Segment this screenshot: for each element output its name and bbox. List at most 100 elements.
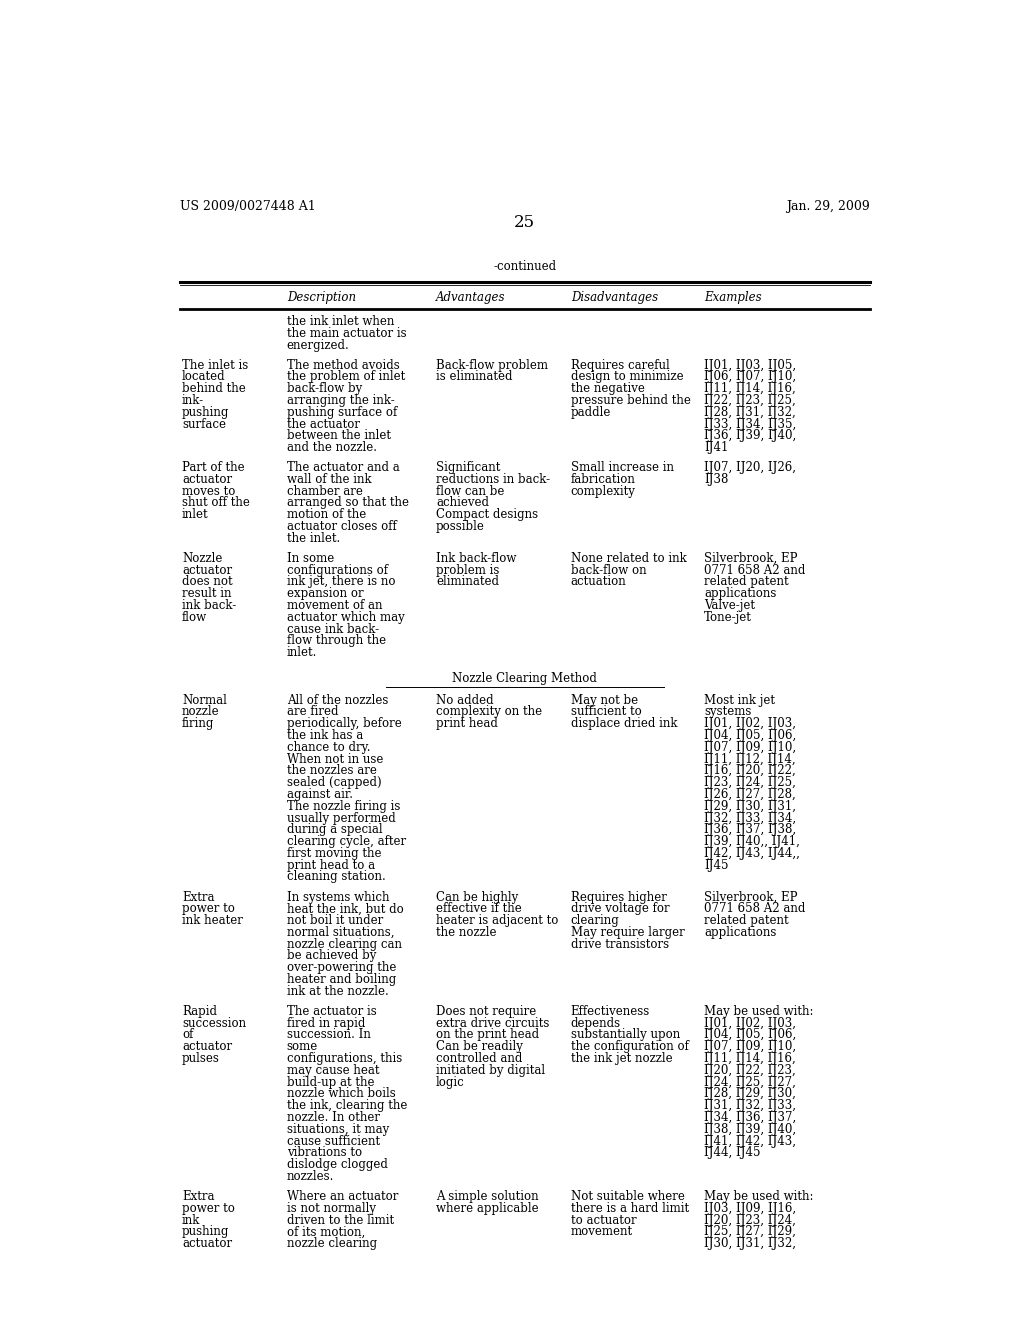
Text: wall of the ink: wall of the ink (287, 473, 372, 486)
Text: fired in rapid: fired in rapid (287, 1016, 366, 1030)
Text: IJ07, IJ09, IJ10,: IJ07, IJ09, IJ10, (705, 1040, 797, 1053)
Text: problem is: problem is (436, 564, 500, 577)
Text: against air.: against air. (287, 788, 352, 801)
Text: the configuration of: the configuration of (570, 1040, 689, 1053)
Text: Normal: Normal (182, 693, 227, 706)
Text: IJ32, IJ33, IJ34,: IJ32, IJ33, IJ34, (705, 812, 797, 825)
Text: paddle: paddle (570, 405, 611, 418)
Text: nozzle clearing can: nozzle clearing can (287, 937, 401, 950)
Text: IJ45: IJ45 (705, 859, 729, 871)
Text: actuator: actuator (182, 1237, 232, 1250)
Text: clearing: clearing (570, 915, 620, 927)
Text: related patent: related patent (705, 915, 788, 927)
Text: the negative: the negative (570, 381, 645, 395)
Text: power to: power to (182, 1201, 234, 1214)
Text: IJ29, IJ30, IJ31,: IJ29, IJ30, IJ31, (705, 800, 796, 813)
Text: Part of the: Part of the (182, 461, 245, 474)
Text: Where an actuator: Where an actuator (287, 1191, 398, 1203)
Text: IJ33, IJ34, IJ35,: IJ33, IJ34, IJ35, (705, 417, 797, 430)
Text: surface: surface (182, 417, 226, 430)
Text: logic: logic (436, 1076, 465, 1089)
Text: between the inlet: between the inlet (287, 429, 391, 442)
Text: nozzles.: nozzles. (287, 1170, 334, 1183)
Text: actuation: actuation (570, 576, 627, 589)
Text: the ink, clearing the: the ink, clearing the (287, 1100, 408, 1113)
Text: result in: result in (182, 587, 231, 601)
Text: Rapid: Rapid (182, 1005, 217, 1018)
Text: nozzle: nozzle (182, 705, 219, 718)
Text: there is a hard limit: there is a hard limit (570, 1201, 689, 1214)
Text: IJ07, IJ09, IJ10,: IJ07, IJ09, IJ10, (705, 741, 797, 754)
Text: IJ28, IJ31, IJ32,: IJ28, IJ31, IJ32, (705, 405, 796, 418)
Text: power to: power to (182, 903, 234, 915)
Text: ink-: ink- (182, 393, 204, 407)
Text: inlet.: inlet. (287, 647, 317, 659)
Text: In some: In some (287, 552, 334, 565)
Text: the problem of inlet: the problem of inlet (287, 371, 404, 383)
Text: be achieved by: be achieved by (287, 949, 376, 962)
Text: Examples: Examples (705, 290, 762, 304)
Text: IJ20, IJ22, IJ23,: IJ20, IJ22, IJ23, (705, 1064, 796, 1077)
Text: Extra: Extra (182, 891, 214, 903)
Text: are fired: are fired (287, 705, 338, 718)
Text: controlled and: controlled and (436, 1052, 522, 1065)
Text: May be used with:: May be used with: (705, 1191, 814, 1203)
Text: IJ31, IJ32, IJ33,: IJ31, IJ32, IJ33, (705, 1100, 796, 1113)
Text: related patent: related patent (705, 576, 788, 589)
Text: IJ41, IJ42, IJ43,: IJ41, IJ42, IJ43, (705, 1135, 796, 1147)
Text: vibrations to: vibrations to (287, 1146, 361, 1159)
Text: Not suitable where: Not suitable where (570, 1191, 685, 1203)
Text: moves to: moves to (182, 484, 236, 498)
Text: IJ28, IJ29, IJ30,: IJ28, IJ29, IJ30, (705, 1088, 796, 1101)
Text: motion of the: motion of the (287, 508, 366, 521)
Text: heat the ink, but do: heat the ink, but do (287, 903, 403, 915)
Text: IJ41: IJ41 (705, 441, 728, 454)
Text: ink heater: ink heater (182, 915, 243, 927)
Text: Advantages: Advantages (436, 290, 506, 304)
Text: first moving the: first moving the (287, 847, 381, 859)
Text: during a special: during a special (287, 824, 382, 837)
Text: print head: print head (436, 717, 498, 730)
Text: on the print head: on the print head (436, 1028, 539, 1041)
Text: Disadvantages: Disadvantages (570, 290, 658, 304)
Text: Valve-jet: Valve-jet (705, 599, 755, 612)
Text: The actuator is: The actuator is (287, 1005, 377, 1018)
Text: the main actuator is: the main actuator is (287, 327, 407, 339)
Text: design to minimize: design to minimize (570, 371, 683, 383)
Text: cause ink back-: cause ink back- (287, 623, 379, 636)
Text: sealed (capped): sealed (capped) (287, 776, 381, 789)
Text: Effectiveness: Effectiveness (570, 1005, 650, 1018)
Text: Requires careful: Requires careful (570, 359, 670, 371)
Text: arranging the ink-: arranging the ink- (287, 393, 394, 407)
Text: arranged so that the: arranged so that the (287, 496, 409, 510)
Text: IJ36, IJ39, IJ40,: IJ36, IJ39, IJ40, (705, 429, 797, 442)
Text: possible: possible (436, 520, 484, 533)
Text: IJ04, IJ05, IJ06,: IJ04, IJ05, IJ06, (705, 1028, 797, 1041)
Text: periodically, before: periodically, before (287, 717, 401, 730)
Text: expansion or: expansion or (287, 587, 364, 601)
Text: usually performed: usually performed (287, 812, 395, 825)
Text: IJ30, IJ31, IJ32,: IJ30, IJ31, IJ32, (705, 1237, 796, 1250)
Text: clearing cycle, after: clearing cycle, after (287, 836, 406, 849)
Text: IJ01, IJ02, IJ03,: IJ01, IJ02, IJ03, (705, 717, 796, 730)
Text: displace dried ink: displace dried ink (570, 717, 677, 730)
Text: 0771 658 A2 and: 0771 658 A2 and (705, 564, 806, 577)
Text: Can be readily: Can be readily (436, 1040, 523, 1053)
Text: eliminated: eliminated (436, 576, 499, 589)
Text: drive transistors: drive transistors (570, 937, 669, 950)
Text: heater and boiling: heater and boiling (287, 973, 396, 986)
Text: the actuator: the actuator (287, 417, 359, 430)
Text: drive voltage for: drive voltage for (570, 903, 670, 915)
Text: chance to dry.: chance to dry. (287, 741, 371, 754)
Text: pushing: pushing (182, 1225, 229, 1238)
Text: Small increase in: Small increase in (570, 461, 674, 474)
Text: not boil it under: not boil it under (287, 915, 383, 927)
Text: reductions in back-: reductions in back- (436, 473, 550, 486)
Text: situations, it may: situations, it may (287, 1123, 389, 1135)
Text: When not in use: When not in use (287, 752, 383, 766)
Text: May require larger: May require larger (570, 925, 685, 939)
Text: print head to a: print head to a (287, 859, 375, 871)
Text: Significant: Significant (436, 461, 501, 474)
Text: None related to ink: None related to ink (570, 552, 686, 565)
Text: IJ24, IJ25, IJ27,: IJ24, IJ25, IJ27, (705, 1076, 796, 1089)
